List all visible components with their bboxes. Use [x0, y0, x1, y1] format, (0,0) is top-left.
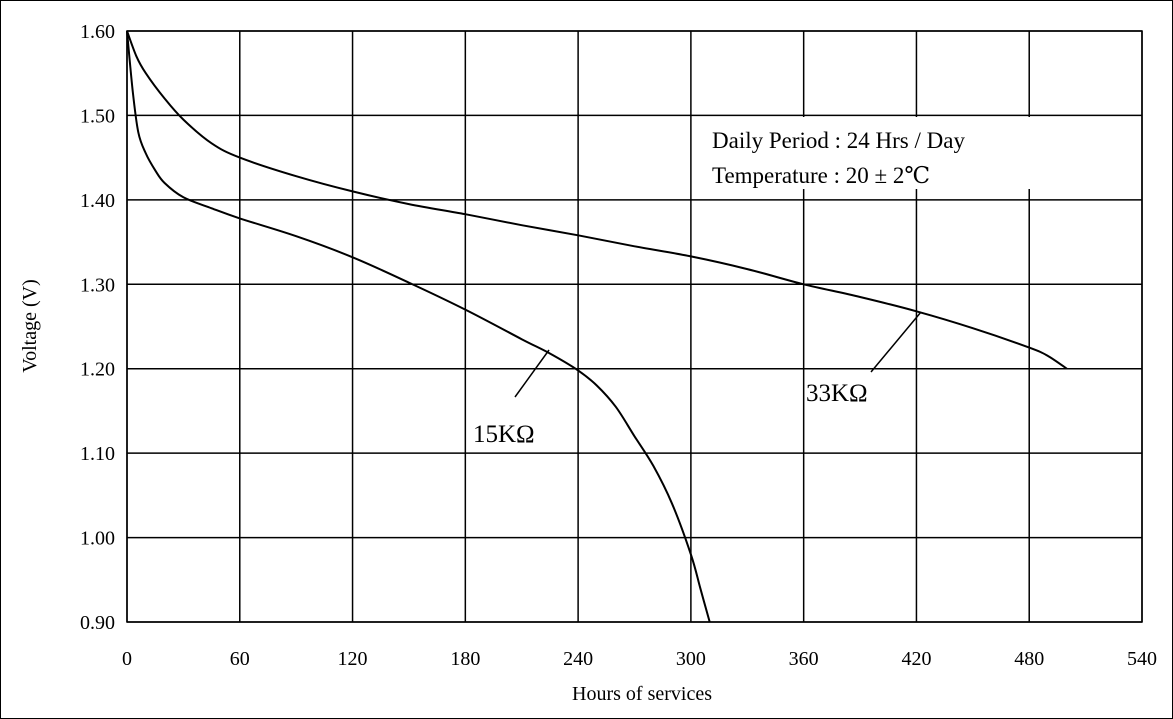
y-tick-label: 1.30	[80, 274, 115, 296]
label-leader-33k	[870, 311, 922, 373]
annotation-box	[700, 117, 1100, 189]
plot-area-border	[126, 30, 1143, 623]
series-label-15k: 15KΩ	[473, 421, 535, 448]
x-tick-label: 360	[789, 648, 819, 670]
x-tick-label: 240	[563, 648, 593, 670]
y-tick-label: 1.00	[80, 528, 115, 550]
series-line-33k	[126, 30, 1068, 370]
series-line-15k	[126, 30, 711, 623]
series-label-33k: 33KΩ	[806, 380, 868, 407]
grid-lines	[126, 30, 1143, 623]
label-leader-15k	[514, 349, 550, 398]
x-axis-label: Hours of services	[572, 683, 712, 705]
x-tick-label: 60	[230, 648, 250, 670]
annotation-daily-period: Daily Period : 24 Hrs / Day	[712, 128, 965, 153]
y-tick-label: 1.40	[80, 190, 115, 212]
x-tick-label: 300	[676, 648, 706, 670]
tick-labels: 0 60 120 180 240 300 360 420 480 540 0.90 1.00 1.10 1…	[80, 21, 1157, 670]
x-tick-label: 120	[338, 648, 368, 670]
x-tick-label: 180	[450, 648, 480, 670]
y-tick-label: 0.90	[80, 612, 115, 634]
series-lines	[126, 30, 1068, 623]
y-tick-label: 1.50	[80, 105, 115, 127]
y-tick-label: 1.20	[80, 359, 115, 381]
x-tick-label: 420	[901, 648, 931, 670]
y-tick-label: 1.10	[80, 443, 115, 465]
y-tick-label: 1.60	[80, 21, 115, 43]
x-tick-label: 0	[122, 648, 132, 670]
y-axis-label: Voltage (V)	[19, 279, 41, 373]
x-tick-label: 540	[1127, 648, 1157, 670]
annotation-temperature: Temperature : 20 ± 2℃	[712, 163, 930, 188]
x-tick-label: 480	[1014, 648, 1044, 670]
